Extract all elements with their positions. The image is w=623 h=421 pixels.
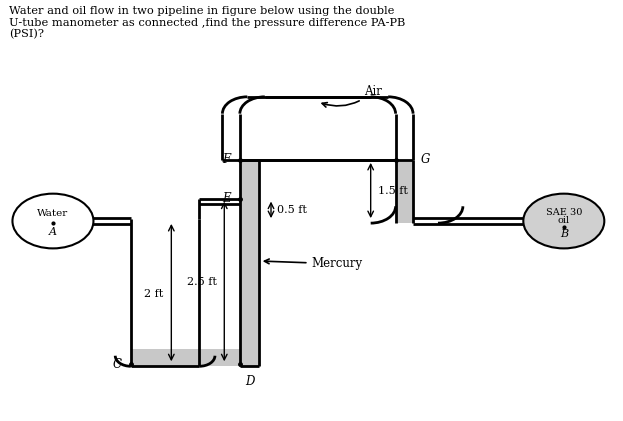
Text: Water: Water [37, 209, 69, 218]
Text: G: G [421, 154, 430, 166]
Text: B: B [559, 229, 568, 240]
Text: E: E [222, 192, 231, 205]
Text: oil: oil [558, 216, 570, 225]
Text: 2.5 ft: 2.5 ft [187, 277, 217, 288]
Text: U-tube manometer as connected ,find the pressure difference PA-PB: U-tube manometer as connected ,find the … [9, 18, 406, 28]
Polygon shape [131, 349, 259, 366]
Text: F: F [222, 154, 231, 166]
Text: A: A [49, 227, 57, 237]
Text: (PSI)?: (PSI)? [9, 29, 44, 39]
Text: SAE 30: SAE 30 [546, 208, 582, 217]
Text: D: D [245, 375, 254, 388]
Polygon shape [240, 160, 259, 366]
Text: Mercury: Mercury [264, 257, 363, 270]
Text: 2 ft: 2 ft [144, 289, 163, 298]
Text: 0.5 ft: 0.5 ft [277, 205, 307, 215]
Text: C: C [113, 358, 121, 370]
Circle shape [12, 194, 93, 248]
Text: Water and oil flow in two pipeline in figure below using the double: Water and oil flow in two pipeline in fi… [9, 6, 395, 16]
Text: 1.5 ft: 1.5 ft [378, 186, 408, 195]
Polygon shape [396, 160, 413, 223]
Text: Air: Air [322, 85, 383, 107]
Circle shape [523, 194, 604, 248]
